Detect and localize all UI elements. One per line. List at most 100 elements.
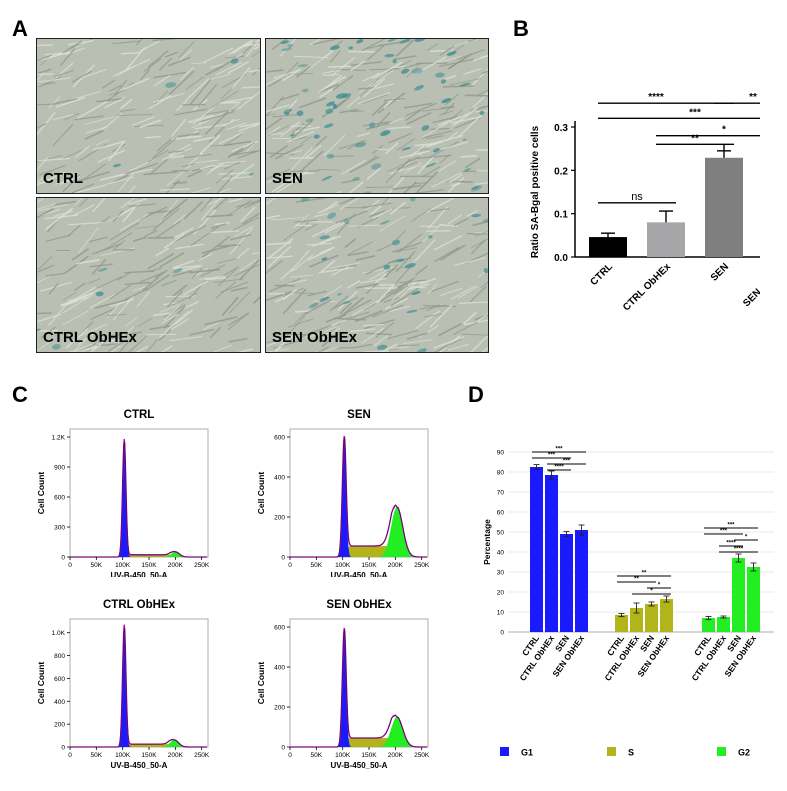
cell-fiber [300, 324, 332, 338]
significance-label: *** [548, 453, 556, 459]
cell-fiber [237, 91, 260, 111]
sa-bgal-stain [321, 257, 328, 261]
cell-fiber [321, 333, 337, 348]
cell-fiber [37, 172, 66, 186]
x-tick-label: 50K [91, 752, 103, 759]
cell-fiber [71, 248, 89, 261]
bar [589, 237, 627, 257]
cell-fiber [134, 225, 158, 229]
plot-frame [69, 618, 209, 748]
cell-fiber [171, 135, 202, 141]
cell-fiber [92, 140, 126, 151]
cell-fiber [421, 106, 456, 112]
cell-fiber [294, 55, 329, 59]
sa-bgal-stain [414, 39, 426, 42]
cell-fiber [365, 186, 394, 188]
cell-fiber [233, 264, 260, 277]
cell-fiber [290, 250, 310, 272]
cell-fiber [324, 219, 351, 234]
cell-fiber [375, 321, 395, 338]
cell-fiber [240, 206, 256, 222]
cell-fiber [99, 172, 129, 181]
cell-fiber [463, 68, 482, 75]
cell-fiber [107, 176, 134, 185]
cell-fiber [67, 350, 79, 352]
cell-fiber [349, 156, 380, 173]
sa-bgal-stain [280, 40, 290, 45]
cell-fiber [322, 70, 336, 74]
cell-fiber [311, 222, 341, 238]
cell-fiber [172, 260, 195, 269]
cell-fiber [266, 348, 289, 352]
cell-fiber [318, 266, 354, 274]
cell-fiber [355, 283, 378, 289]
cell-fiber [52, 124, 74, 147]
cell-fiber [109, 284, 132, 300]
cell-fiber [97, 149, 125, 163]
cell-fiber [372, 207, 393, 219]
cell-fiber [139, 119, 162, 129]
micrograph-sen-obhex: SEN ObHEx [265, 197, 489, 353]
sa-bgal-stain [172, 267, 183, 274]
cell-fiber [217, 258, 236, 264]
cell-fiber [87, 278, 101, 285]
significance-label: * [658, 583, 661, 589]
cell-fiber [325, 325, 339, 332]
x-tick-label: 150K [141, 752, 157, 759]
cell-fiber [146, 339, 158, 352]
x-tick-label: 100K [335, 752, 351, 759]
cell-fiber [466, 232, 488, 235]
cell-fiber [190, 226, 219, 247]
micrograph-sen: SEN [265, 38, 489, 194]
cell-fiber [266, 242, 292, 246]
cell-fiber [54, 179, 70, 185]
cell-fiber [385, 142, 399, 155]
cell-fiber [271, 114, 298, 118]
cell-fiber [286, 99, 298, 112]
cell-fiber [339, 296, 365, 319]
cell-fiber [473, 232, 488, 234]
cell-fiber [434, 338, 462, 352]
sa-bgal-stain [313, 134, 320, 139]
cell-fiber [185, 76, 204, 90]
cell-fiber [331, 265, 350, 277]
cell-fiber [163, 305, 186, 329]
bar [747, 567, 760, 632]
plot-frame [289, 618, 429, 748]
cell-fiber [228, 312, 249, 326]
sa-bgal-stain [165, 82, 177, 88]
cell-fiber [448, 214, 462, 225]
cell-fiber [183, 301, 199, 309]
sa-bgal-stain [441, 98, 452, 104]
cell-fiber [249, 351, 255, 352]
bar [705, 157, 743, 257]
cell-fiber [457, 286, 479, 299]
y-axis-label: Percentage [482, 519, 492, 565]
cell-fiber [406, 332, 428, 340]
cell-fiber [385, 158, 411, 184]
cell-fiber [331, 56, 356, 77]
cell-fiber [228, 337, 248, 343]
cell-fiber [112, 40, 141, 45]
cell-fiber [203, 321, 220, 330]
cell-fiber [434, 246, 460, 263]
x-tick-label: SEN ObHEx [741, 261, 760, 309]
cell-fiber [84, 129, 105, 140]
y-tick-label: 30 [497, 570, 505, 577]
micrograph-texture [266, 39, 488, 193]
cell-fiber [204, 277, 227, 281]
cell-fiber [315, 135, 327, 147]
cell-fiber [245, 43, 258, 58]
sa-bgal-stain [332, 103, 338, 110]
sa-bgal-stain [414, 85, 424, 91]
cell-fiber [164, 310, 189, 333]
sa-bgal-stain [301, 88, 309, 93]
cell-fiber [445, 93, 459, 106]
cell-fiber [65, 328, 88, 349]
cell-fiber [403, 181, 417, 193]
cell-fiber [188, 328, 215, 336]
cell-fiber [37, 54, 53, 62]
cell-fiber [411, 207, 431, 222]
cell-fiber [266, 96, 284, 117]
cell-fiber [147, 236, 175, 239]
